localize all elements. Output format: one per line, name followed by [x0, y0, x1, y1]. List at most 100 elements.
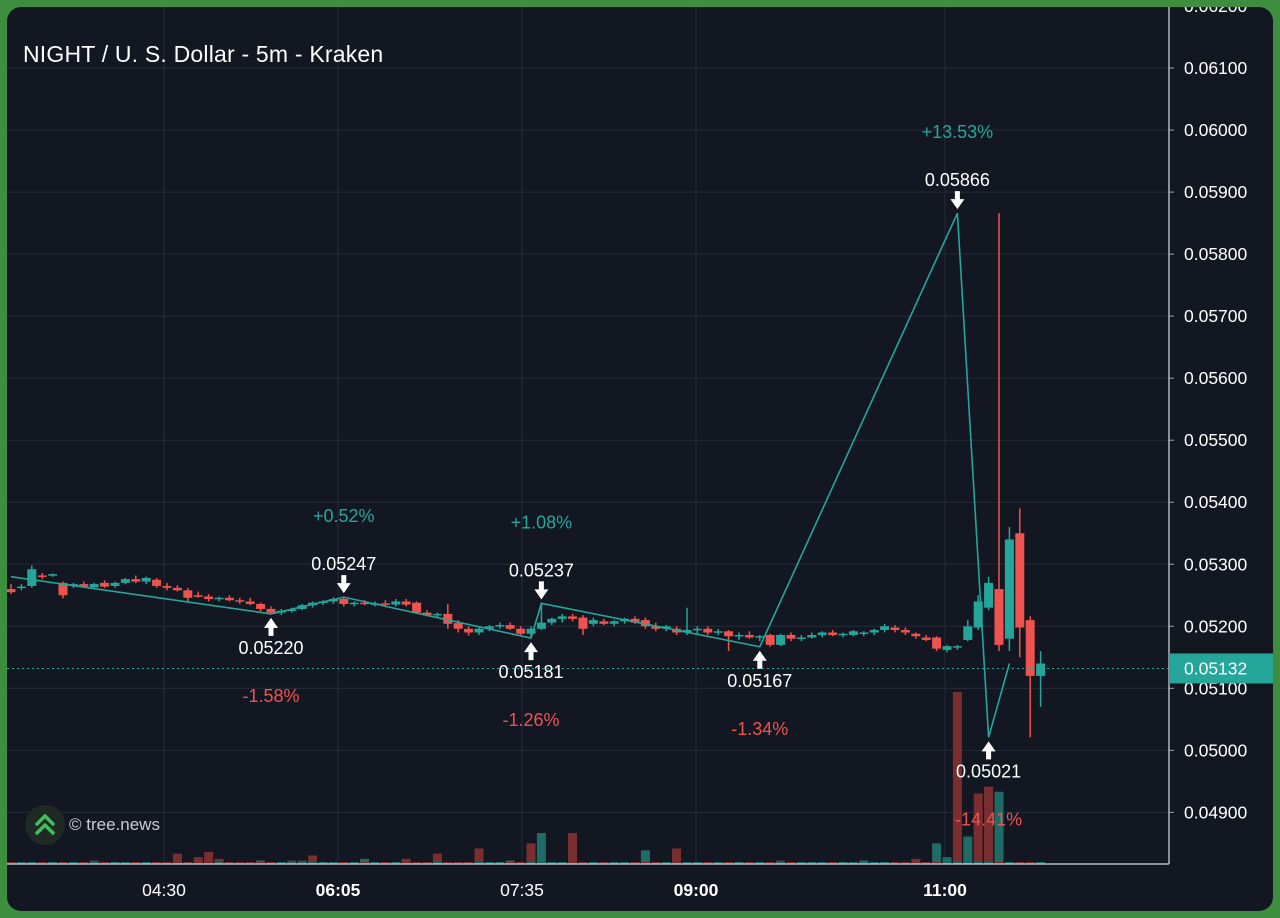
candle-body	[692, 628, 702, 631]
volume-bar	[744, 862, 754, 864]
volume-bar	[963, 862, 973, 864]
volume-bar	[932, 843, 942, 864]
volume-bar	[724, 862, 734, 864]
arrow-down-icon	[336, 575, 351, 594]
volume-bar	[942, 862, 952, 864]
candle-body	[1025, 620, 1035, 676]
volume-bar	[692, 862, 702, 864]
candle-body	[79, 584, 89, 587]
volume-bar	[588, 862, 598, 864]
tree-news-logo-icon	[25, 805, 65, 845]
candle-body	[724, 631, 734, 637]
candle-body	[536, 622, 546, 629]
candle-body	[141, 577, 151, 582]
volume-bar	[932, 862, 942, 864]
candle-body	[984, 582, 994, 608]
price-chart[interactable]: 0.049000.050000.051000.052000.053000.054…	[7, 7, 1273, 911]
x-tick-label: 06:05	[316, 880, 361, 900]
candle-body	[453, 623, 463, 629]
arrow-down-icon	[950, 191, 965, 210]
y-tick-label: 0.05000	[1184, 740, 1248, 760]
candle-body	[526, 628, 536, 634]
pivot-percent-label: +1.08%	[511, 512, 573, 532]
pivot-percent-label: -1.58%	[242, 686, 299, 706]
volume-bar	[765, 862, 775, 864]
candle-body	[27, 569, 37, 586]
candle-body	[464, 628, 474, 633]
candle-body	[120, 579, 130, 583]
candle-body	[474, 628, 484, 633]
y-tick-label: 0.05400	[1184, 492, 1248, 512]
candle-body	[162, 585, 172, 588]
volume-bar	[776, 862, 786, 864]
volume-bar	[339, 862, 349, 864]
volume-bar	[235, 862, 245, 864]
volume-bar	[599, 862, 609, 864]
arrow-up-icon	[264, 617, 278, 636]
volume-bar	[994, 862, 1004, 864]
candle-body	[776, 634, 786, 645]
volume-bar	[16, 862, 26, 864]
volume-bar	[422, 862, 432, 864]
watermark: © tree.news	[25, 805, 160, 845]
volume-bar	[214, 862, 224, 864]
chart-panel: 0.04900 0.05000 0.05100 0.05200 0.05300 0.054…	[7, 7, 1273, 911]
volume-bar	[432, 862, 442, 864]
volume-bar	[380, 862, 390, 864]
volume-bar	[484, 862, 494, 864]
candle-body	[755, 636, 765, 638]
volume-bar	[308, 862, 318, 864]
volume-bar	[672, 862, 682, 864]
candle-body	[412, 602, 422, 613]
volume-bar	[464, 862, 474, 864]
volume-bar	[505, 862, 515, 864]
volume-bar	[401, 858, 411, 864]
candle-body	[557, 616, 567, 619]
volume-bar	[828, 862, 838, 864]
volume-bar	[994, 791, 1004, 864]
candle-body	[640, 620, 650, 627]
volume-bar	[640, 862, 650, 864]
volume-bar	[536, 862, 546, 864]
volume-bar	[984, 786, 994, 864]
candle-body	[245, 601, 255, 604]
volume-bar	[568, 833, 578, 864]
candle-body	[172, 587, 182, 591]
volume-bar	[360, 862, 370, 864]
arrow-up-icon	[752, 650, 767, 669]
candle-body	[58, 582, 68, 596]
volume-bar	[1004, 862, 1014, 864]
volume-bar	[474, 862, 484, 864]
candle-body	[880, 626, 890, 631]
candle-body	[609, 621, 619, 624]
candle-body	[16, 586, 26, 589]
candle-body	[214, 597, 224, 600]
pivot-price-label: 0.05220	[238, 638, 303, 658]
volume-bar	[911, 862, 921, 864]
pivot-price-label: 0.05866	[925, 170, 990, 190]
volume-bar	[952, 862, 962, 864]
pivot-percent-label: -1.34%	[731, 719, 788, 739]
candle-body	[744, 634, 754, 638]
volume-bar	[516, 862, 526, 864]
volume-bar	[453, 862, 463, 864]
y-tick-label: 0.05800	[1184, 244, 1248, 264]
arrow-up-icon	[524, 642, 538, 661]
volume-bar	[58, 862, 68, 864]
volume-bar	[568, 862, 578, 864]
candle-body	[796, 637, 806, 639]
volume-bar	[349, 862, 359, 864]
volume-bar	[7, 862, 16, 864]
volume-bar	[973, 862, 983, 864]
volume-bar	[495, 862, 505, 864]
volume-bar	[297, 862, 307, 864]
volume-bar	[193, 862, 203, 864]
pivot-price-label: 0.05237	[509, 560, 574, 580]
volume-bar	[370, 862, 380, 864]
y-tick-label: 0.05500	[1184, 430, 1248, 450]
x-tick-label: 11:00	[923, 880, 967, 900]
candle-body	[224, 597, 234, 601]
candle-body	[578, 617, 588, 629]
pivot-price-label: 0.05167	[727, 671, 792, 691]
volume-bar	[276, 862, 286, 864]
